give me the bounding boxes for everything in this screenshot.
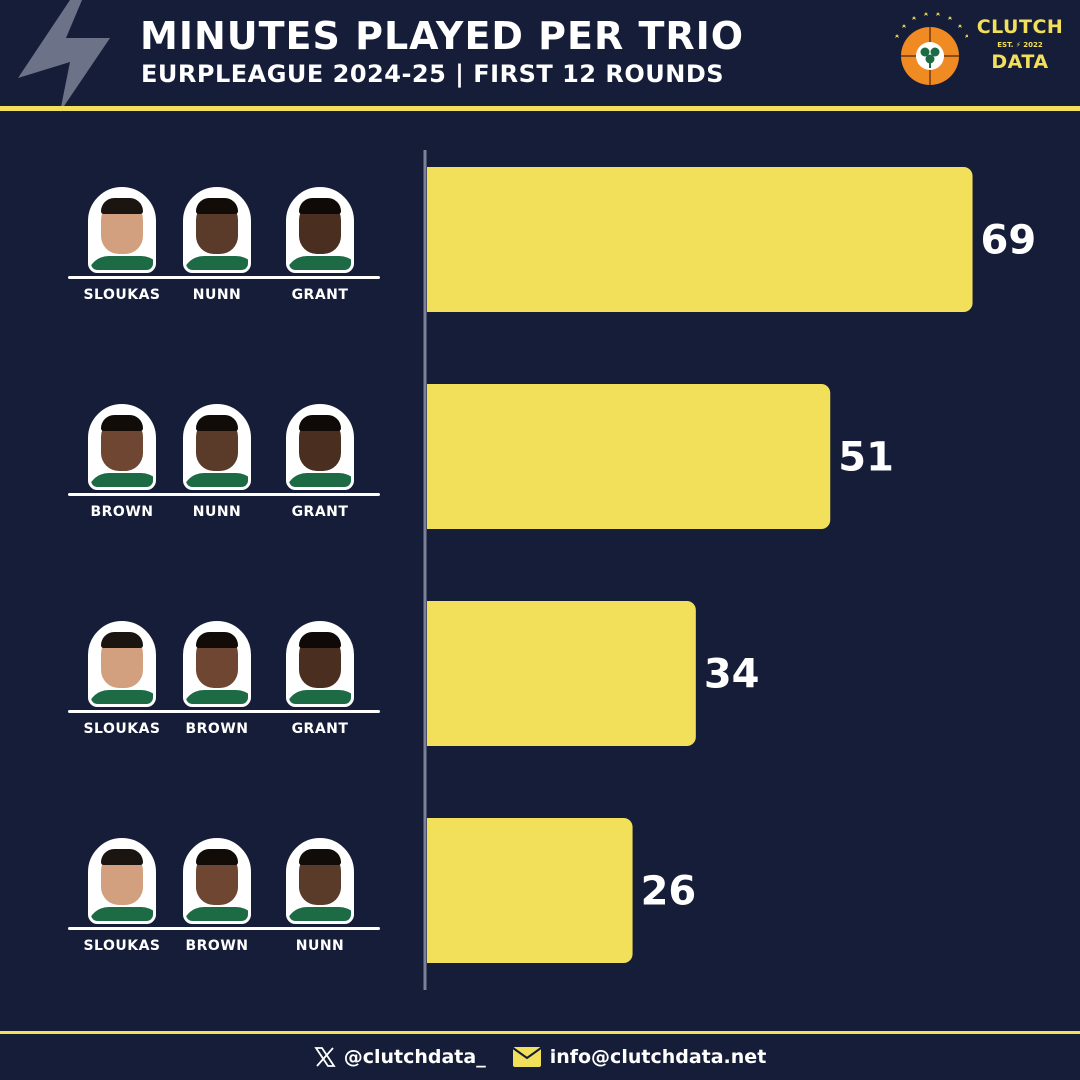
trio-portraits [68,832,398,932]
hair [196,198,238,214]
bar-2-base [427,384,439,529]
chart-subtitle: EURPLEAGUE 2024-25 | FIRST 12 ROUNDS [141,60,725,88]
player-name: GRANT [291,504,349,520]
hair [299,632,341,648]
clutch-data-brand: CLUTCH EST. ⚡ 2022 DATA [970,16,1070,73]
jersey [289,256,351,270]
player-portrait [286,404,354,490]
player-name: BROWN [185,938,249,954]
header-divider [0,106,1080,111]
jersey [91,690,153,704]
trio-group-2: BROWN NUNN GRANT [68,398,398,548]
hair [101,849,143,865]
bar-value-label-1: 69 [981,218,1037,264]
player-name: SLOUKAS [83,938,161,954]
jersey [289,907,351,921]
bar-chart: 69 51 34 26 SLOUKAS NUNN GRANT BROWN NUNN GRANT S… [0,140,1080,1014]
trio-group-3: SLOUKAS BROWN GRANT [68,615,398,765]
brand-line-2: DATA [991,51,1049,73]
player-name: GRANT [291,721,349,737]
player-name: NUNN [192,504,242,520]
bar-3 [427,601,696,746]
player-name: BROWN [185,721,249,737]
bar-value-label-4: 26 [641,869,697,915]
player-portrait [88,621,156,707]
email-text: info@clutchdata.net [549,1046,767,1068]
hair [196,415,238,431]
bar-1 [427,167,973,312]
brand-line-1: CLUTCH [976,16,1064,38]
hair [101,198,143,214]
jersey [186,907,248,921]
player-portrait [183,404,251,490]
player-name: SLOUKAS [83,721,161,737]
panathinaikos-clover-logo [895,12,968,85]
jersey [186,256,248,270]
jersey [186,473,248,487]
portrait-baseline [68,493,380,496]
player-portrait [183,187,251,273]
footer: @clutchdata_ info@clutchdata.net [0,1042,1080,1072]
player-portrait [88,187,156,273]
chart-title: MINUTES PLAYED PER TRIO [140,14,745,58]
player-portrait [88,404,156,490]
bar-1-base [427,167,439,312]
player-portrait [286,838,354,924]
jersey [91,256,153,270]
bar-4 [427,818,633,963]
player-name: SLOUKAS [83,287,161,303]
player-portrait [286,187,354,273]
player-name: NUNN [192,287,242,303]
player-portrait [183,838,251,924]
hair [299,415,341,431]
bar-2 [427,384,831,529]
hair [196,849,238,865]
envelope-icon [512,1047,542,1067]
trio-portraits [68,615,398,715]
jersey [289,473,351,487]
portrait-baseline [68,276,380,279]
portrait-baseline [68,927,380,930]
x-handle-text: @clutchdata_ [343,1046,486,1068]
player-name: BROWN [90,504,154,520]
player-name: GRANT [291,287,349,303]
brand-est: EST. ⚡ 2022 [997,41,1043,49]
jersey [186,690,248,704]
bar-4-base [427,818,439,963]
footer-divider [0,1031,1080,1034]
hair [196,632,238,648]
trio-portraits [68,181,398,281]
hair [101,415,143,431]
bar-3-base [427,601,439,746]
hair [299,849,341,865]
email-link[interactable]: info@clutchdata.net [512,1046,767,1068]
player-portrait [88,838,156,924]
jersey [91,473,153,487]
lightning-bolt-icon [18,0,110,112]
x-handle[interactable]: @clutchdata_ [314,1046,486,1068]
hair [101,632,143,648]
trio-portraits [68,398,398,498]
player-portrait [286,621,354,707]
bar-chart-svg: 69 51 34 26 [423,150,1037,990]
player-name: NUNN [295,938,345,954]
trio-group-4: SLOUKAS BROWN NUNN [68,832,398,982]
bar-value-label-2: 51 [838,435,894,481]
trio-group-1: SLOUKAS NUNN GRANT [68,181,398,331]
bar-value-label-3: 34 [704,652,760,698]
x-logo-icon [314,1047,336,1067]
hair [299,198,341,214]
jersey [91,907,153,921]
jersey [289,690,351,704]
portrait-baseline [68,710,380,713]
player-portrait [183,621,251,707]
